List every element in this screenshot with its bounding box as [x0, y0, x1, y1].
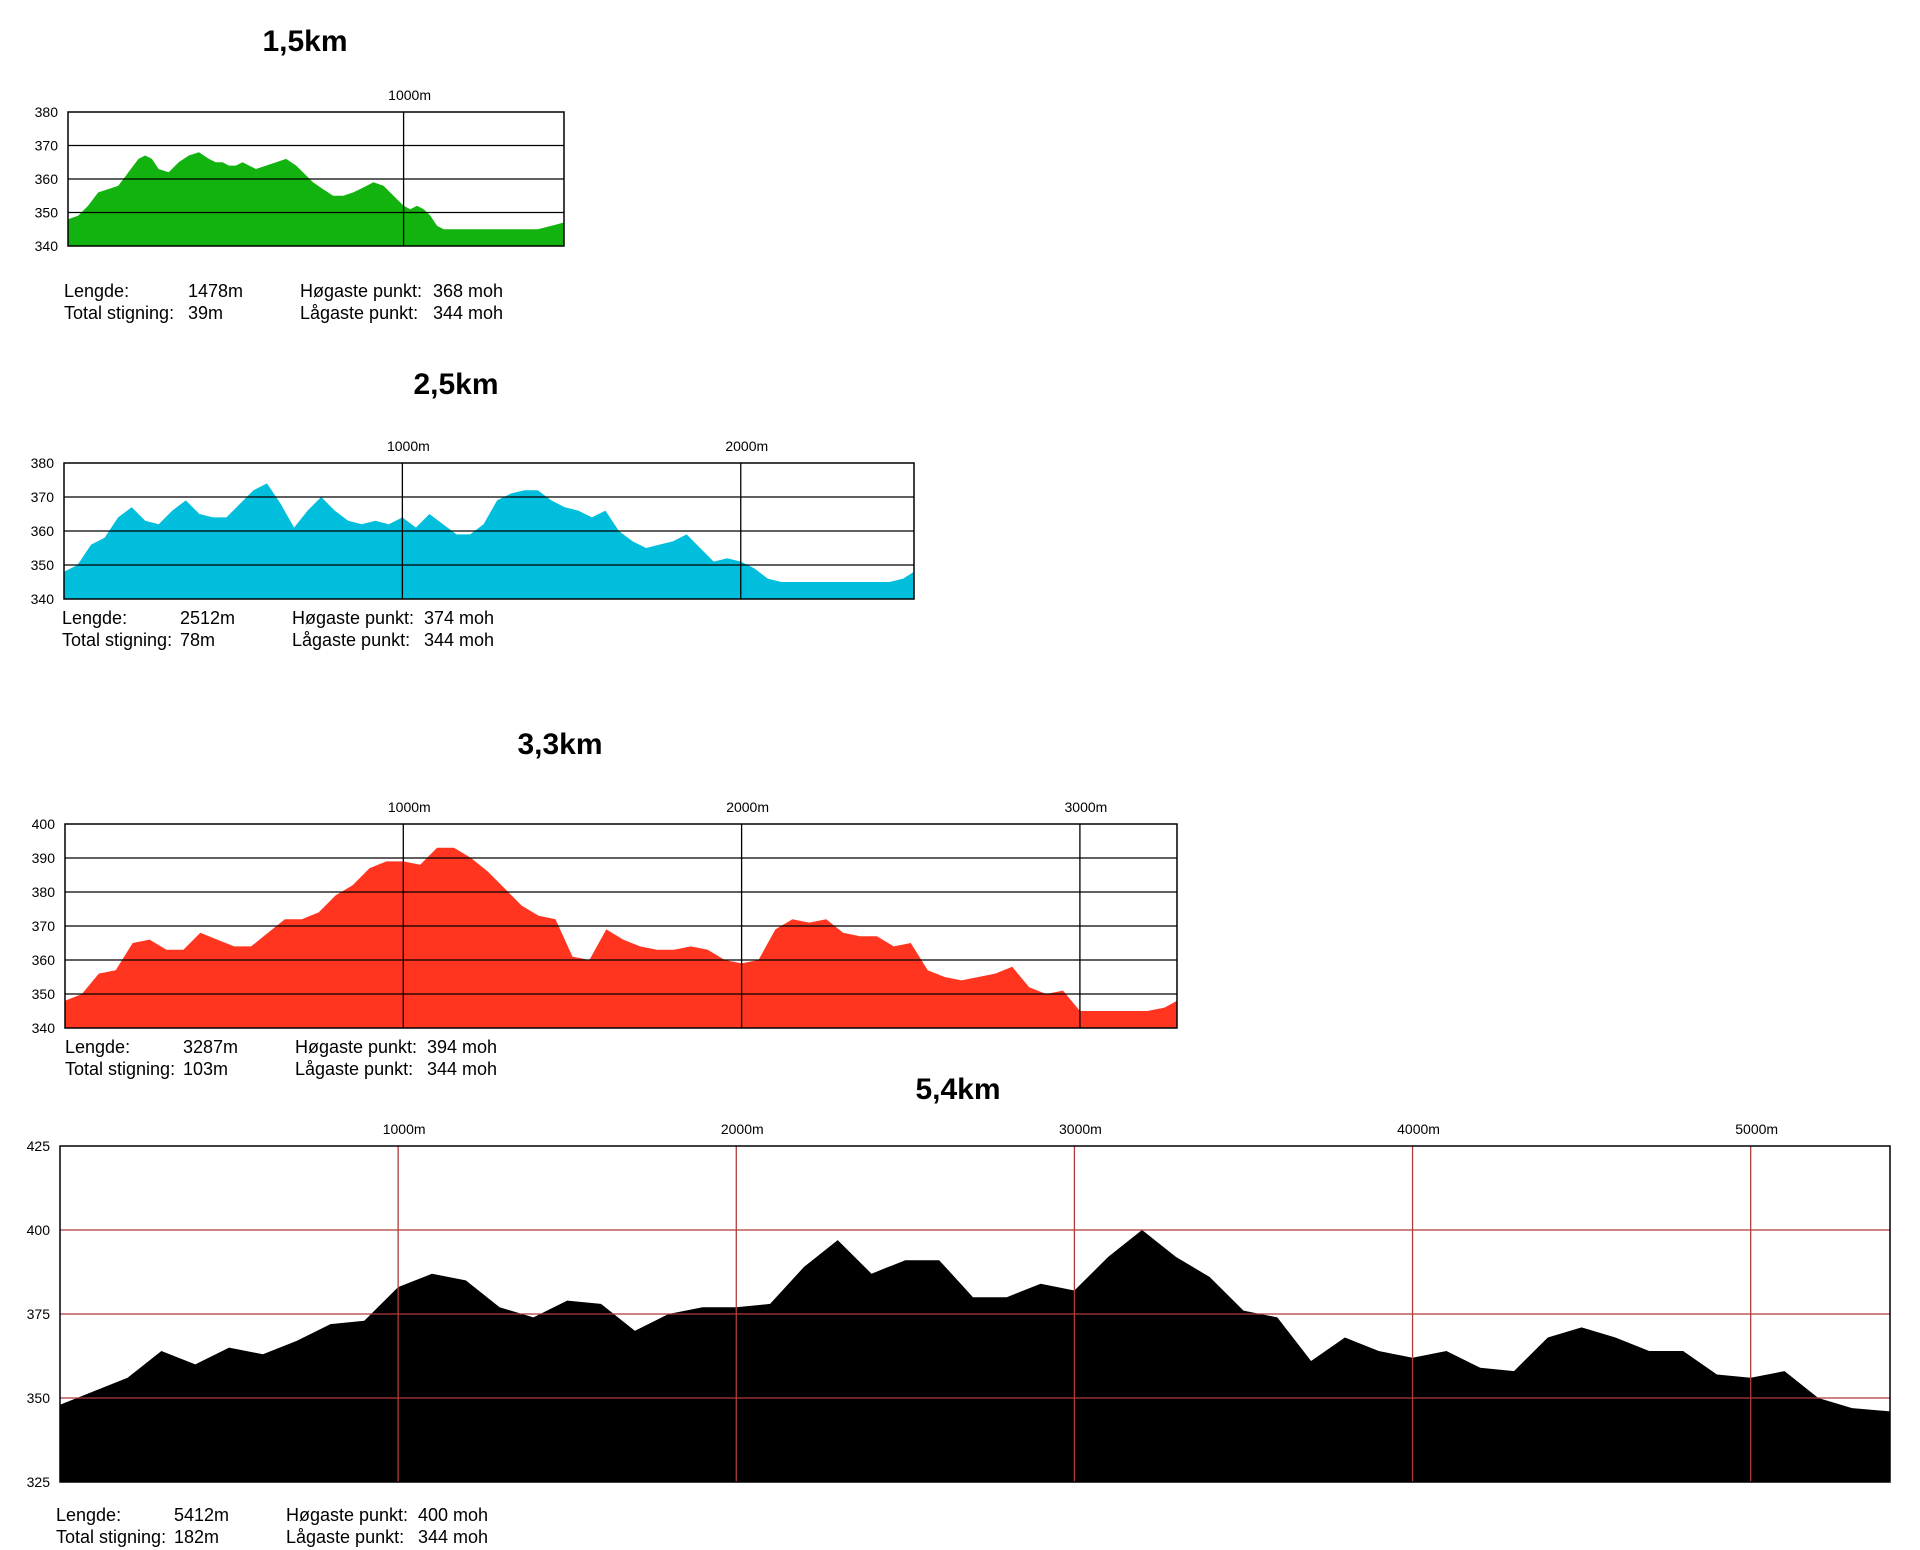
y-tick-label: 340	[35, 238, 59, 254]
route-stats: Lengde: 3287m Høgaste punkt: 394 moh Total s…	[65, 1036, 585, 1082]
y-tick-label: 370	[32, 918, 56, 934]
y-tick-label: 360	[31, 523, 55, 539]
length-value: 1478m	[188, 281, 244, 301]
x-tick-label: 1000m	[383, 1121, 426, 1137]
x-tick-label: 3000m	[1059, 1121, 1102, 1137]
y-tick-label: 350	[35, 205, 59, 221]
chart-title: 2,5km	[413, 368, 499, 401]
low-point-value: 344 moh	[427, 1059, 498, 1079]
x-tick-label: 1000m	[388, 799, 431, 815]
length-label: Lengde:	[56, 1505, 122, 1525]
high-point-value: 400 moh	[418, 1505, 489, 1525]
climb-value: 39m	[188, 303, 224, 323]
x-tick-label: 1000m	[387, 438, 430, 454]
climb-label: Total stigning:	[64, 303, 175, 323]
elevation-chart: 340 350 360 370 380 390 400 1000m 2000m 3000m	[32, 799, 1178, 1036]
chart-title: 5,4km	[915, 1073, 1001, 1106]
x-tick-label: 1000m	[388, 87, 431, 103]
elevation-area	[68, 152, 564, 246]
length-label: Lengde:	[65, 1037, 131, 1057]
high-point-value: 368 moh	[433, 281, 504, 301]
chart-frame	[59, 1145, 1891, 1483]
high-point-label: Høgaste punkt:	[286, 1505, 409, 1525]
low-point-value: 344 moh	[433, 303, 504, 323]
climb-value: 78m	[180, 630, 216, 650]
y-tick-label: 350	[32, 986, 56, 1002]
climb-label: Total stigning:	[62, 630, 173, 650]
climb-value: 103m	[183, 1059, 229, 1079]
elevation-chart: 340 350 360 370 380 1000m	[35, 87, 565, 254]
y-tick-label: 360	[35, 171, 59, 187]
x-tick-label: 2000m	[721, 1121, 764, 1137]
chart-title: 1,5km	[262, 25, 348, 58]
length-value: 3287m	[183, 1037, 239, 1057]
x-tick-label: 4000m	[1397, 1121, 1440, 1137]
length-label: Lengde:	[64, 281, 130, 301]
y-tick-label: 425	[27, 1138, 51, 1154]
elevation-chart: 340 350 360 370 380 1000m 2000m	[31, 438, 915, 607]
y-tick-label: 325	[27, 1474, 51, 1490]
y-tick-label: 370	[31, 489, 55, 505]
x-tick-label: 5000m	[1735, 1121, 1778, 1137]
low-point-label: Lågaste punkt:	[292, 630, 411, 650]
chart-frame	[63, 462, 915, 600]
y-tick-label: 375	[27, 1306, 51, 1322]
elevation-chart: 325 350 375 400 425 1000m 2000m 3000m 4000m 5000m	[27, 1121, 1891, 1490]
low-point-value: 344 moh	[418, 1527, 489, 1547]
route-stats: Lengde: 5412m Høgaste punkt: 400 moh Total s…	[56, 1504, 576, 1550]
chart-frame	[64, 823, 1178, 1029]
climb-value: 182m	[174, 1527, 220, 1547]
elevation-area	[65, 847, 1177, 1028]
length-value: 2512m	[180, 608, 236, 628]
high-point-label: Høgaste punkt:	[295, 1037, 418, 1057]
x-tick-label: 2000m	[725, 438, 768, 454]
length-label: Lengde:	[62, 608, 128, 628]
low-point-label: Lågaste punkt:	[295, 1059, 414, 1079]
x-tick-label: 2000m	[726, 799, 769, 815]
climb-label: Total stigning:	[65, 1059, 176, 1079]
y-tick-label: 400	[32, 816, 56, 832]
length-value: 5412m	[174, 1505, 230, 1525]
y-tick-label: 340	[32, 1020, 56, 1036]
low-point-label: Lågaste punkt:	[286, 1527, 405, 1547]
y-tick-label: 390	[32, 850, 56, 866]
y-tick-label: 350	[31, 557, 55, 573]
climb-label: Total stigning:	[56, 1527, 167, 1547]
low-point-value: 344 moh	[424, 630, 495, 650]
route-stats: Lengde: 2512m Høgaste punkt: 374 moh Total s…	[62, 607, 582, 653]
y-tick-label: 340	[31, 591, 55, 607]
y-tick-label: 370	[35, 138, 59, 154]
chart-title: 3,3km	[517, 728, 603, 761]
elevation-area	[60, 1230, 1890, 1482]
high-point-label: Høgaste punkt:	[292, 608, 415, 628]
chart-frame	[67, 111, 565, 247]
high-point-value: 374 moh	[424, 608, 495, 628]
y-tick-label: 380	[32, 884, 56, 900]
x-tick-label: 3000m	[1065, 799, 1108, 815]
elevation-area	[64, 483, 914, 599]
y-tick-label: 380	[35, 104, 59, 120]
y-tick-label: 380	[31, 455, 55, 471]
high-point-label: Høgaste punkt:	[300, 281, 423, 301]
y-tick-label: 350	[27, 1390, 51, 1406]
y-tick-label: 360	[32, 952, 56, 968]
route-stats: Lengde: 1478m Høgaste punkt: 368 moh Total s…	[64, 280, 584, 326]
low-point-label: Lågaste punkt:	[300, 303, 419, 323]
high-point-value: 394 moh	[427, 1037, 498, 1057]
y-tick-label: 400	[27, 1222, 51, 1238]
